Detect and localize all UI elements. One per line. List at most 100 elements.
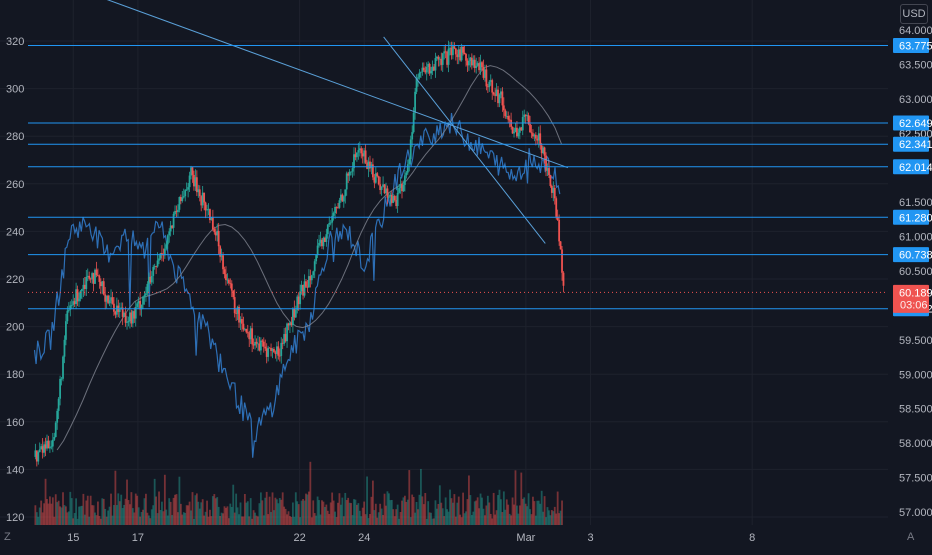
- auto-scale-button[interactable]: A: [907, 531, 915, 543]
- candle-body: [62, 356, 64, 379]
- volume-bar: [409, 517, 412, 525]
- candle-body: [405, 172, 408, 176]
- candle-body: [54, 422, 57, 437]
- volume-bar: [462, 492, 465, 525]
- candle-body: [172, 213, 175, 228]
- candle-body: [227, 279, 230, 284]
- volume-bar: [443, 516, 446, 525]
- candle-body: [233, 297, 236, 314]
- volume-bar: [102, 498, 105, 525]
- timezone-icon[interactable]: Z: [4, 531, 11, 543]
- volume-bar: [342, 516, 345, 525]
- volume-bar: [518, 505, 521, 525]
- candle-body: [518, 127, 521, 133]
- candle-body: [217, 230, 220, 247]
- level-price-tag: [893, 209, 929, 225]
- volume-bar: [175, 494, 178, 525]
- volume-bar: [484, 515, 486, 525]
- candle-body: [524, 114, 527, 117]
- candle-body: [335, 206, 338, 208]
- candle-body: [213, 229, 216, 233]
- volume-bar: [382, 515, 384, 525]
- candle-body: [318, 242, 320, 246]
- candle-body: [422, 67, 425, 71]
- volume-bar: [88, 516, 91, 525]
- volume-bar: [287, 511, 290, 525]
- volume-bar: [222, 513, 224, 525]
- volume-bar: [476, 497, 479, 525]
- volume-bar: [513, 504, 515, 525]
- volume-bar: [517, 513, 520, 525]
- volume-bar: [267, 514, 270, 525]
- volume-bar: [254, 512, 256, 525]
- candle-body: [500, 91, 502, 95]
- volume-bar: [47, 503, 50, 525]
- volume-bar: [190, 510, 192, 525]
- candle-body: [562, 272, 565, 286]
- volume-bar: [245, 502, 248, 525]
- volume-bar: [441, 508, 444, 525]
- candle-body: [326, 224, 329, 235]
- volume-bar: [530, 514, 533, 525]
- volume-bar: [457, 496, 460, 525]
- candle-body: [449, 47, 451, 49]
- volume-bar: [383, 493, 386, 525]
- volume-bar: [201, 499, 204, 525]
- volume-bar: [337, 502, 339, 525]
- candle-body: [53, 436, 56, 440]
- volume-bar: [179, 503, 182, 525]
- volume-bar: [436, 508, 438, 525]
- volume-bar: [233, 512, 236, 525]
- candle-body: [542, 147, 545, 154]
- volume-bar: [140, 511, 143, 525]
- volume-bar: [95, 515, 98, 525]
- volume-bar: [40, 500, 43, 525]
- candle-body: [415, 78, 418, 92]
- candle-body: [82, 284, 85, 289]
- volume-bar: [65, 506, 67, 525]
- volume-bar: [536, 500, 539, 525]
- candle-body: [133, 311, 136, 319]
- volume-bar: [35, 512, 38, 525]
- candle-body: [332, 213, 335, 216]
- volume-bar: [369, 514, 371, 525]
- candle-body: [322, 237, 325, 247]
- candle-body: [124, 312, 127, 323]
- candle-body: [462, 46, 465, 53]
- volume-bar: [492, 492, 495, 525]
- volume-bar: [495, 510, 498, 525]
- volume-bar: [341, 497, 344, 525]
- candle-body: [108, 300, 111, 304]
- volume-bar: [255, 515, 258, 525]
- volume-bar: [553, 506, 556, 525]
- level-price-tag-text: 62.649: [899, 118, 932, 130]
- volume-bar: [361, 507, 364, 525]
- candle-body: [546, 168, 549, 171]
- candle-body: [251, 328, 254, 345]
- volume-bar: [421, 496, 424, 525]
- time-scale-tick: 3: [587, 532, 593, 544]
- volume-bar: [533, 501, 536, 525]
- volume-bar: [62, 492, 64, 525]
- volume-bar: [427, 501, 430, 525]
- candle-body: [121, 307, 124, 317]
- candle-body: [242, 323, 245, 330]
- volume-bar: [280, 499, 283, 525]
- candle-body: [470, 57, 473, 66]
- volume-bar: [456, 502, 459, 525]
- volume-bar: [252, 510, 255, 525]
- volume-bar: [433, 518, 435, 525]
- candle-body: [473, 59, 476, 69]
- candle-body: [146, 283, 149, 294]
- candle-body: [60, 378, 63, 380]
- volume-bar: [354, 499, 357, 525]
- volume-bar: [299, 517, 302, 525]
- candle-body: [527, 115, 530, 125]
- currency-label[interactable]: USD: [900, 4, 928, 24]
- volume-bar: [91, 505, 94, 525]
- volume-bar: [312, 500, 315, 525]
- volume-bar: [99, 518, 102, 525]
- volume-bar: [153, 478, 156, 525]
